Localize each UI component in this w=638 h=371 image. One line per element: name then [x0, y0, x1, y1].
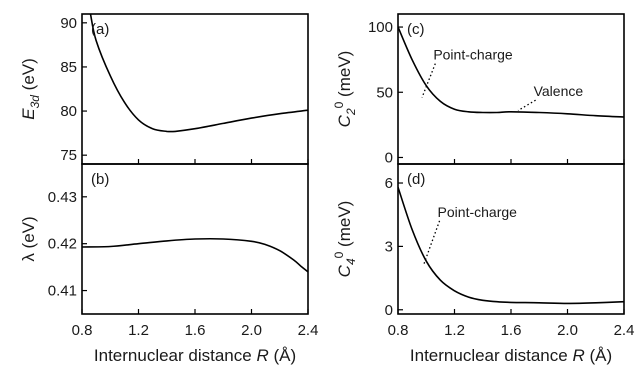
x-axis-label-b: Internuclear distance R (Å): [94, 346, 296, 365]
y-tick-label-d: 0: [385, 302, 393, 319]
x-axis-label-d: Internuclear distance R (Å): [410, 346, 612, 365]
panel-b: 0.41 0.42 0.43 0.8 1.2 1.6 2.0 2.4Internuclear …: [19, 163, 319, 365]
annotation-point-charge-d: Point-charge: [438, 204, 518, 220]
plot-frame-d: [397, 163, 625, 315]
annotation-leader-c: [517, 99, 536, 112]
plot-frame-c: [397, 13, 625, 165]
x-tick-label-b: 1.2: [128, 322, 149, 339]
y-tick-label-b: 0.43: [48, 189, 77, 206]
y-tick-label-d: 6: [385, 175, 393, 192]
x-tick-label-b: 2.0: [241, 322, 262, 339]
x-tick-label-d: 1.6: [501, 322, 522, 339]
x-tick-label-d: 1.2: [444, 322, 465, 339]
panel-a: 75 80 85 90 E3d (eV) (a): [19, 13, 309, 165]
x-tick-label-b: 0.8: [72, 322, 93, 339]
y-tick-label-a: 85: [60, 59, 77, 76]
annotation-point-charge-c: Point-charge: [433, 47, 513, 63]
y-axis-label-a: E3d (eV): [19, 58, 42, 120]
annotation-leader-c: [421, 63, 436, 98]
y-tick-label-a: 90: [60, 15, 77, 32]
annotation-valence-c: Valence: [534, 83, 584, 99]
annotation-leader-d: [422, 220, 441, 266]
panel-label-c: (c): [407, 21, 425, 38]
panel-label-d: (d): [407, 171, 425, 188]
x-tick-label-b: 1.6: [185, 322, 206, 339]
y-axis-label-d: C40 (meV): [332, 201, 358, 278]
y-tick-label-d: 3: [385, 238, 393, 255]
panel-label-a: (a): [91, 21, 109, 38]
y-tick-label-b: 0.42: [48, 236, 77, 253]
curve-a: [89, 14, 308, 133]
curve-d: [398, 186, 624, 305]
y-tick-label-c: 50: [376, 84, 393, 101]
panel-c: 0 50 100 C20 (meV) (c) Point-charge Valence: [332, 13, 625, 166]
y-tick-label-c: 0: [385, 149, 393, 166]
x-tick-label-d: 2.0: [557, 322, 578, 339]
x-tick-label-b: 2.4: [298, 322, 319, 339]
curve-b: [82, 237, 308, 273]
y-axis-label-c: C20 (meV): [332, 51, 358, 128]
panel-label-b: (b): [91, 171, 109, 188]
y-tick-label-c: 100: [368, 19, 393, 36]
y-tick-label-a: 80: [60, 103, 77, 120]
x-tick-label-d: 0.8: [388, 322, 409, 339]
x-tick-label-d: 2.4: [614, 322, 635, 339]
y-tick-label-a: 75: [60, 147, 77, 164]
curve-c: [398, 26, 624, 118]
y-tick-label-b: 0.41: [48, 283, 77, 300]
y-axis-label-b: λ (eV): [19, 216, 38, 261]
